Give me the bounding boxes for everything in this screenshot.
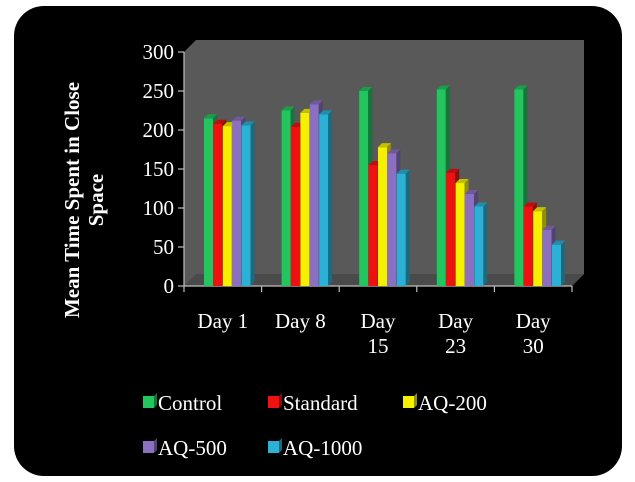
bar-aq-1000-1 <box>241 121 255 286</box>
legend-item-aq-1000: AQ-1000 <box>268 436 362 460</box>
legend-swatch-side <box>279 438 282 453</box>
legend-label: AQ-200 <box>418 391 487 415</box>
bar-front <box>514 89 524 286</box>
bar-front <box>436 89 446 286</box>
bar-top <box>309 100 323 105</box>
bar-top <box>455 179 469 184</box>
bar-front <box>474 206 484 286</box>
bar-top <box>319 110 333 115</box>
legend-swatch-side <box>279 393 282 408</box>
bar-top <box>542 225 556 230</box>
bar-front <box>213 123 223 286</box>
bar-front <box>300 112 310 286</box>
x-tick-label: Day 8 <box>275 309 326 333</box>
bar-top <box>378 143 391 148</box>
bar-top <box>359 87 373 91</box>
bar-front <box>465 193 474 286</box>
bar-aq-1000-3 <box>396 169 410 286</box>
bar-top <box>436 85 450 90</box>
bar-top <box>241 121 255 126</box>
bar-front <box>232 120 242 286</box>
legend-label: Standard <box>283 391 358 415</box>
bar-front <box>241 125 251 286</box>
legend-item-standard: Standard <box>268 391 358 415</box>
bar-front <box>542 229 552 286</box>
bar-top <box>281 106 295 111</box>
bar-front <box>387 153 397 286</box>
bar-top <box>213 119 227 124</box>
bar-top <box>523 202 537 207</box>
legend-item-aq-500: AQ-500 <box>143 436 227 460</box>
legend-item-aq-200: AQ-200 <box>403 391 487 415</box>
bar-front <box>204 118 213 286</box>
bar-top <box>533 207 547 212</box>
legend-swatch <box>268 441 279 453</box>
bar-front <box>281 110 291 286</box>
x-tick-label: Day 30 <box>516 309 551 358</box>
bar-front <box>319 114 329 287</box>
legend-swatch <box>143 441 154 453</box>
bar-aq-1000-2 <box>319 110 333 287</box>
legend-label: Control <box>158 391 222 415</box>
y-tick-label: 50 <box>153 235 174 259</box>
legend-label: AQ-500 <box>158 436 227 460</box>
bar-front <box>378 147 387 286</box>
bar-top <box>204 114 217 119</box>
bar-front <box>523 206 533 286</box>
bar-top <box>446 168 460 173</box>
bar-front <box>291 126 300 286</box>
y-tick-label: 100 <box>143 196 175 220</box>
legend-swatch <box>143 396 154 408</box>
legend-swatch-side <box>414 393 417 408</box>
legend-label: AQ-1000 <box>283 436 362 460</box>
bar-front <box>309 104 319 286</box>
y-tick-label: 200 <box>143 118 175 142</box>
bar-side <box>328 110 333 287</box>
legend-swatch-side <box>154 438 157 453</box>
bar-front <box>396 173 406 286</box>
x-tick-label: Day 15 <box>361 309 396 358</box>
y-tick-label: 300 <box>143 40 175 64</box>
bar-top <box>552 240 565 245</box>
legend-swatch <box>268 396 279 408</box>
x-tick-label: Day 1 <box>197 309 248 333</box>
bar-front <box>533 211 543 286</box>
bar-side <box>250 121 255 286</box>
y-tick-label: 250 <box>143 79 175 103</box>
x-tick-label: Day 23 <box>438 309 473 358</box>
bar-top <box>396 169 410 174</box>
bar-top <box>465 189 478 194</box>
bar-front <box>222 126 232 286</box>
bar-side <box>561 240 565 286</box>
bar-front <box>552 244 561 286</box>
y-axis-title: Mean Time Spent in CloseSpace <box>60 82 108 318</box>
bar-side <box>405 169 410 286</box>
y-tick-label: 0 <box>164 274 175 298</box>
bar-front <box>359 91 369 286</box>
bar-front <box>446 172 456 286</box>
legend-swatch <box>403 396 414 408</box>
bar-side <box>483 202 488 286</box>
legend-item-control: Control <box>143 391 222 415</box>
bar-front <box>368 165 378 286</box>
bar-top <box>232 116 246 121</box>
legend-swatch-side <box>154 393 157 408</box>
bar-top <box>387 149 401 154</box>
bar-aq-1000-4 <box>474 202 488 286</box>
y-tick-label: 150 <box>143 157 175 181</box>
bar-top <box>514 85 528 90</box>
bar-front <box>455 183 465 286</box>
bar-aq-1000-5 <box>552 240 565 286</box>
bar-top <box>474 202 488 207</box>
